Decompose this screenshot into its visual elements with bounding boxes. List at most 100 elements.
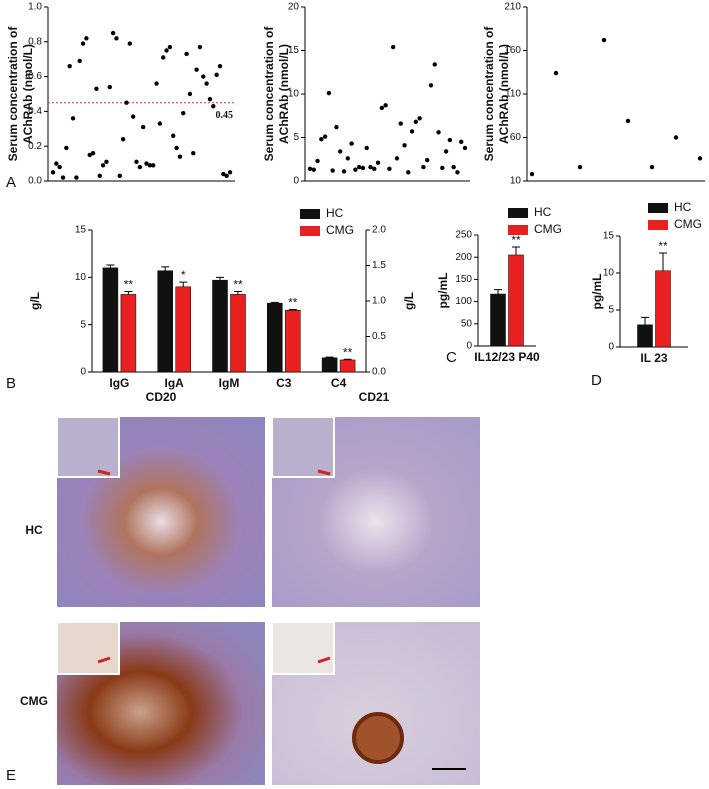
- data-point: [227, 170, 233, 175]
- data-point: [402, 143, 407, 148]
- tick-label: 1.5: [372, 260, 386, 271]
- data-point: [214, 72, 219, 78]
- bar: [175, 286, 191, 373]
- data-point: [319, 137, 324, 142]
- data-point: [387, 166, 392, 172]
- bar: [339, 359, 356, 373]
- panel-letter: D: [591, 372, 602, 389]
- error-bar: [124, 291, 133, 295]
- error-bar: [234, 291, 242, 295]
- tick-label: 0.4: [28, 106, 42, 117]
- threshold-label: 0.45: [216, 110, 234, 121]
- significance-mark: *: [181, 268, 186, 282]
- tick-label: 1.0: [372, 296, 386, 307]
- data-point: [74, 175, 79, 180]
- data-point: [406, 170, 411, 175]
- axis-label: AChRAb (nmol/L): [277, 44, 291, 144]
- data-point: [97, 173, 102, 178]
- significance-mark: **: [658, 239, 668, 253]
- tick-label: 1.0: [28, 2, 42, 13]
- data-point: [114, 36, 119, 41]
- error-bar: [288, 309, 297, 311]
- data-point: [57, 164, 62, 170]
- tick-label: 60: [510, 132, 522, 143]
- data-point: [383, 103, 388, 108]
- tick-label: 0.8: [28, 36, 42, 47]
- data-point: [181, 110, 186, 116]
- data-point: [447, 137, 453, 143]
- data-point: [330, 168, 335, 173]
- tick-label: 10: [288, 89, 300, 100]
- panel-letter: B: [6, 375, 16, 392]
- legend-swatch: [508, 225, 528, 235]
- data-point: [137, 164, 143, 170]
- data-point: [443, 149, 449, 154]
- axis-label: AChRAb (nmol/L): [21, 44, 35, 144]
- data-point: [144, 161, 149, 166]
- data-point: [421, 164, 426, 170]
- data-point: [529, 171, 535, 177]
- data-point: [398, 121, 403, 126]
- data-point: [372, 166, 377, 172]
- data-point: [167, 44, 173, 50]
- panel-letter: A: [6, 174, 16, 191]
- data-point: [117, 173, 122, 178]
- micrographs: CD20 CD21 HC CMG E: [6, 390, 480, 785]
- data-point: [171, 133, 176, 138]
- data-point: [625, 118, 631, 124]
- tick-label: 0: [466, 341, 472, 352]
- data-point: [451, 164, 456, 170]
- tick-label: 20: [288, 2, 300, 13]
- data-point: [697, 156, 703, 161]
- error-bar: [343, 358, 352, 360]
- data-point: [150, 163, 156, 168]
- panel-letter: C: [446, 349, 457, 366]
- tick-label: 0.0: [28, 176, 42, 187]
- data-point: [124, 100, 129, 105]
- data-point: [338, 149, 343, 154]
- data-point: [64, 145, 69, 151]
- data-point: [364, 145, 369, 151]
- data-point: [553, 70, 559, 76]
- bar: [212, 279, 228, 373]
- data-point: [455, 170, 460, 175]
- data-point: [87, 152, 92, 158]
- category-label: C4: [331, 376, 347, 390]
- significance-mark: **: [511, 233, 521, 247]
- tick-label: 0: [293, 176, 299, 187]
- legend-swatch: [508, 208, 528, 218]
- data-point: [394, 156, 400, 161]
- tick-label: 0: [608, 342, 614, 353]
- legend-label: CMG: [534, 222, 562, 236]
- data-point: [440, 165, 445, 171]
- data-point: [341, 169, 347, 174]
- data-point: [127, 41, 133, 46]
- tick-label: 15: [288, 45, 300, 56]
- data-point: [409, 129, 415, 134]
- data-point: [54, 161, 59, 166]
- tick-label: 0.0: [372, 367, 386, 378]
- data-point: [130, 114, 136, 119]
- bar: [285, 309, 301, 373]
- data-point: [322, 134, 328, 139]
- axis-label: g/L: [402, 292, 416, 310]
- data-point: [379, 105, 385, 111]
- data-point: [134, 159, 139, 165]
- data-point: [462, 145, 468, 151]
- data-point: [334, 124, 339, 130]
- significance-mark: **: [124, 278, 134, 292]
- data-point: [184, 51, 189, 57]
- category-label: IgA: [165, 376, 185, 390]
- axis-label: Serum concentration of: [482, 26, 496, 162]
- axis-label: g/L: [28, 292, 42, 310]
- error-bar: [216, 276, 224, 281]
- germinal-center: [352, 712, 404, 764]
- inset-image: [56, 621, 120, 675]
- tick-label: 10: [510, 176, 522, 187]
- data-point: [368, 164, 373, 170]
- data-point: [577, 164, 583, 170]
- tick-label: 0.5: [372, 331, 386, 342]
- bar: [508, 254, 524, 347]
- data-point: [601, 37, 607, 43]
- error-bar: [161, 266, 170, 271]
